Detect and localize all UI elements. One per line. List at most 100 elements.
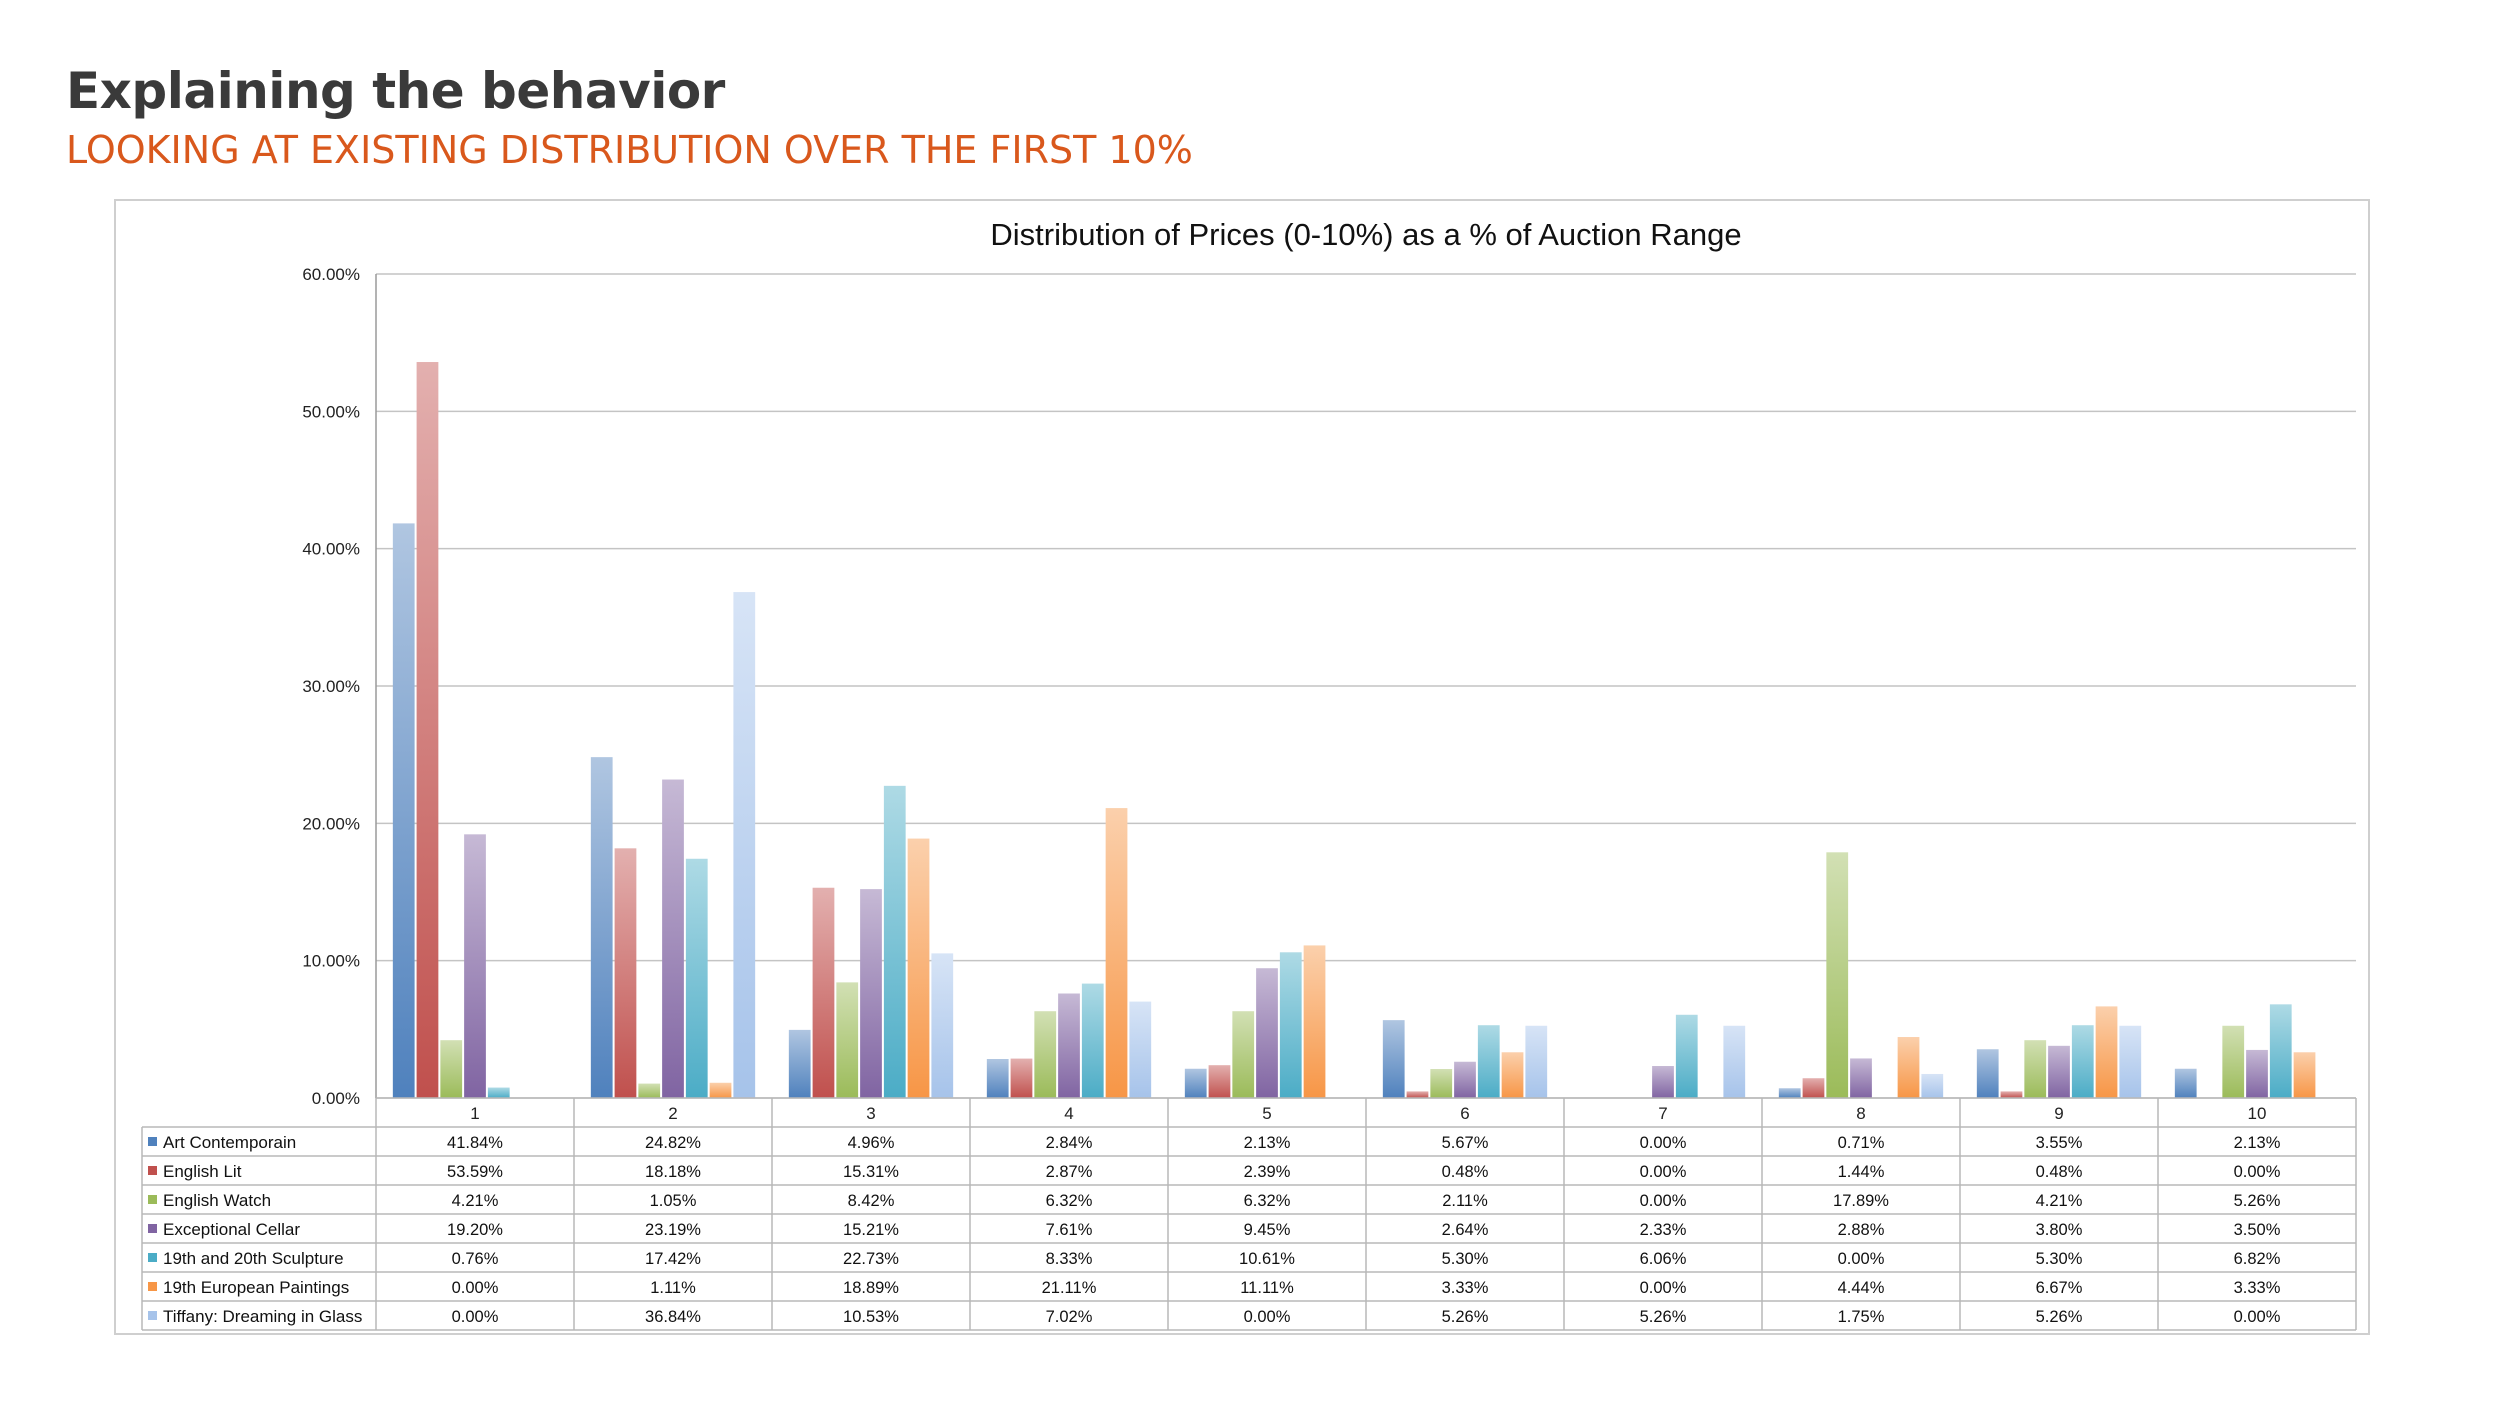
- data-label: 5.26%: [1442, 1308, 1489, 1326]
- data-label: 0.00%: [452, 1308, 499, 1326]
- bar-exceptional-cellar-5: [1256, 968, 1278, 1098]
- data-label: 5.26%: [1640, 1308, 1687, 1326]
- bar-19th-and-20th-sculpture-1: [487, 1087, 510, 1098]
- bar-exceptional-cellar-9: [2048, 1045, 2070, 1098]
- data-label: 3.55%: [2036, 1134, 2083, 1152]
- bar-art-contemporain-1: [392, 523, 415, 1098]
- data-label: 1.44%: [1838, 1163, 1885, 1181]
- data-label: 6.32%: [1244, 1192, 1291, 1210]
- data-label: 3.33%: [2234, 1279, 2281, 1297]
- bar-19th-european-paintings-6: [1501, 1052, 1524, 1098]
- legend-swatch: [148, 1137, 157, 1146]
- bar-exceptional-cellar-4: [1058, 993, 1080, 1098]
- data-label: 19.20%: [447, 1221, 503, 1239]
- bar-exceptional-cellar-7: [1652, 1066, 1674, 1098]
- data-label: 17.89%: [1833, 1192, 1889, 1210]
- data-label: 4.21%: [2036, 1192, 2083, 1210]
- bar-19th-european-paintings-9: [2095, 1006, 2118, 1098]
- data-label: 5.26%: [2036, 1308, 2083, 1326]
- data-label: 7.02%: [1046, 1308, 1093, 1326]
- data-label: 0.00%: [1838, 1250, 1885, 1268]
- bar-19th-and-20th-sculpture-3: [883, 785, 906, 1098]
- data-label: 0.00%: [1640, 1192, 1687, 1210]
- legend-entry: Tiffany: Dreaming in Glass: [163, 1307, 362, 1326]
- x-tick-label: 9: [2054, 1104, 2063, 1123]
- data-label: 18.89%: [843, 1279, 899, 1297]
- data-label: 0.00%: [1640, 1134, 1687, 1152]
- y-tick-label: 0.00%: [312, 1089, 360, 1108]
- data-label: 22.73%: [843, 1250, 899, 1268]
- bar-19th-and-20th-sculpture-2: [685, 858, 708, 1098]
- bar-english-watch-1: [440, 1040, 463, 1098]
- chart-frame: 0.00% 10.00% 20.00% 30.00% 40.00% 50.00% 60.00…: [114, 199, 2370, 1335]
- bar-exceptional-cellar-1: [464, 834, 486, 1098]
- legend-swatch: [148, 1224, 157, 1233]
- data-label: 2.87%: [1046, 1163, 1093, 1181]
- data-label: 17.42%: [645, 1250, 701, 1268]
- data-label: 36.84%: [645, 1308, 701, 1326]
- bar-tiffany-dreaming-in-glass-3: [931, 953, 954, 1098]
- bar-art-contemporain-9: [1976, 1049, 1999, 1098]
- bar-19th-and-20th-sculpture-7: [1675, 1014, 1698, 1098]
- x-tick-label: 2: [668, 1104, 677, 1123]
- bar-english-watch-2: [638, 1083, 661, 1098]
- x-tick-label: 8: [1856, 1104, 1865, 1123]
- legend-entry: 19th European Paintings: [163, 1278, 349, 1297]
- axes: 0.00% 10.00% 20.00% 30.00% 40.00% 50.00% 60.00…: [302, 265, 377, 1108]
- data-label: 8.33%: [1046, 1250, 1093, 1268]
- legend-entry: English Lit: [163, 1162, 242, 1181]
- data-label: 3.33%: [1442, 1279, 1489, 1297]
- legend-swatch: [148, 1253, 157, 1262]
- data-label: 1.11%: [650, 1279, 696, 1297]
- bar-exceptional-cellar-3: [860, 889, 882, 1098]
- data-label: 3.50%: [2234, 1221, 2281, 1239]
- data-table: 1 2 3 4 5 6 7 8 9 10 Art Contemporain 41.84% 24.82% 4…: [141, 1097, 2357, 1331]
- bar-art-contemporain-3: [788, 1029, 811, 1098]
- bar-english-lit-8: [1802, 1078, 1825, 1098]
- y-tick-label: 10.00%: [302, 952, 360, 971]
- bar-art-contemporain-6: [1382, 1020, 1405, 1098]
- bar-chart: 0.00%10.00%20.00%30.00%40.00%50.00%60.00…: [141, 217, 2357, 1331]
- bar-tiffany-dreaming-in-glass-9: [2119, 1025, 2142, 1098]
- bar-art-contemporain-4: [986, 1058, 1009, 1098]
- bar-exceptional-cellar-10: [2246, 1049, 2268, 1098]
- bar-english-lit-2: [614, 848, 637, 1098]
- data-label: 10.53%: [843, 1308, 899, 1326]
- data-label: 1.75%: [1838, 1308, 1885, 1326]
- data-label: 2.13%: [2234, 1134, 2281, 1152]
- legend-entry: Art Contemporain: [163, 1133, 296, 1152]
- data-label: 0.71%: [1838, 1134, 1885, 1152]
- bar-english-watch-6: [1430, 1069, 1453, 1098]
- bar-tiffany-dreaming-in-glass-7: [1723, 1025, 1746, 1098]
- data-label: 4.21%: [452, 1192, 499, 1210]
- data-label: 2.13%: [1244, 1134, 1291, 1152]
- legend-swatch: [148, 1166, 157, 1175]
- bars: [392, 362, 2316, 1099]
- bar-english-lit-3: [812, 887, 835, 1098]
- bar-19th-and-20th-sculpture-10: [2269, 1004, 2292, 1098]
- bar-english-lit-9: [2000, 1091, 2023, 1098]
- data-label: 6.32%: [1046, 1192, 1093, 1210]
- bar-19th-european-paintings-2: [709, 1082, 732, 1098]
- data-label: 0.00%: [452, 1279, 499, 1297]
- x-tick-label: 3: [866, 1104, 875, 1123]
- data-label: 53.59%: [447, 1163, 503, 1181]
- data-label: 9.45%: [1244, 1221, 1291, 1239]
- bar-exceptional-cellar-2: [662, 779, 684, 1098]
- data-label: 0.00%: [1640, 1279, 1687, 1297]
- x-tick-label: 5: [1262, 1104, 1271, 1123]
- bar-19th-european-paintings-4: [1105, 808, 1128, 1098]
- bar-english-watch-4: [1034, 1011, 1057, 1098]
- bar-19th-and-20th-sculpture-5: [1279, 952, 1302, 1098]
- data-label: 5.30%: [1442, 1250, 1489, 1268]
- data-label: 23.19%: [645, 1221, 701, 1239]
- data-label: 0.76%: [452, 1250, 499, 1268]
- bar-english-lit-5: [1208, 1065, 1231, 1098]
- bar-english-watch-5: [1232, 1011, 1255, 1098]
- x-tick-label: 7: [1658, 1104, 1667, 1123]
- y-tick-label: 30.00%: [302, 677, 360, 696]
- bar-english-watch-10: [2222, 1025, 2245, 1098]
- data-label: 21.11%: [1042, 1279, 1097, 1297]
- bar-tiffany-dreaming-in-glass-6: [1525, 1025, 1548, 1098]
- data-label: 2.33%: [1640, 1221, 1687, 1239]
